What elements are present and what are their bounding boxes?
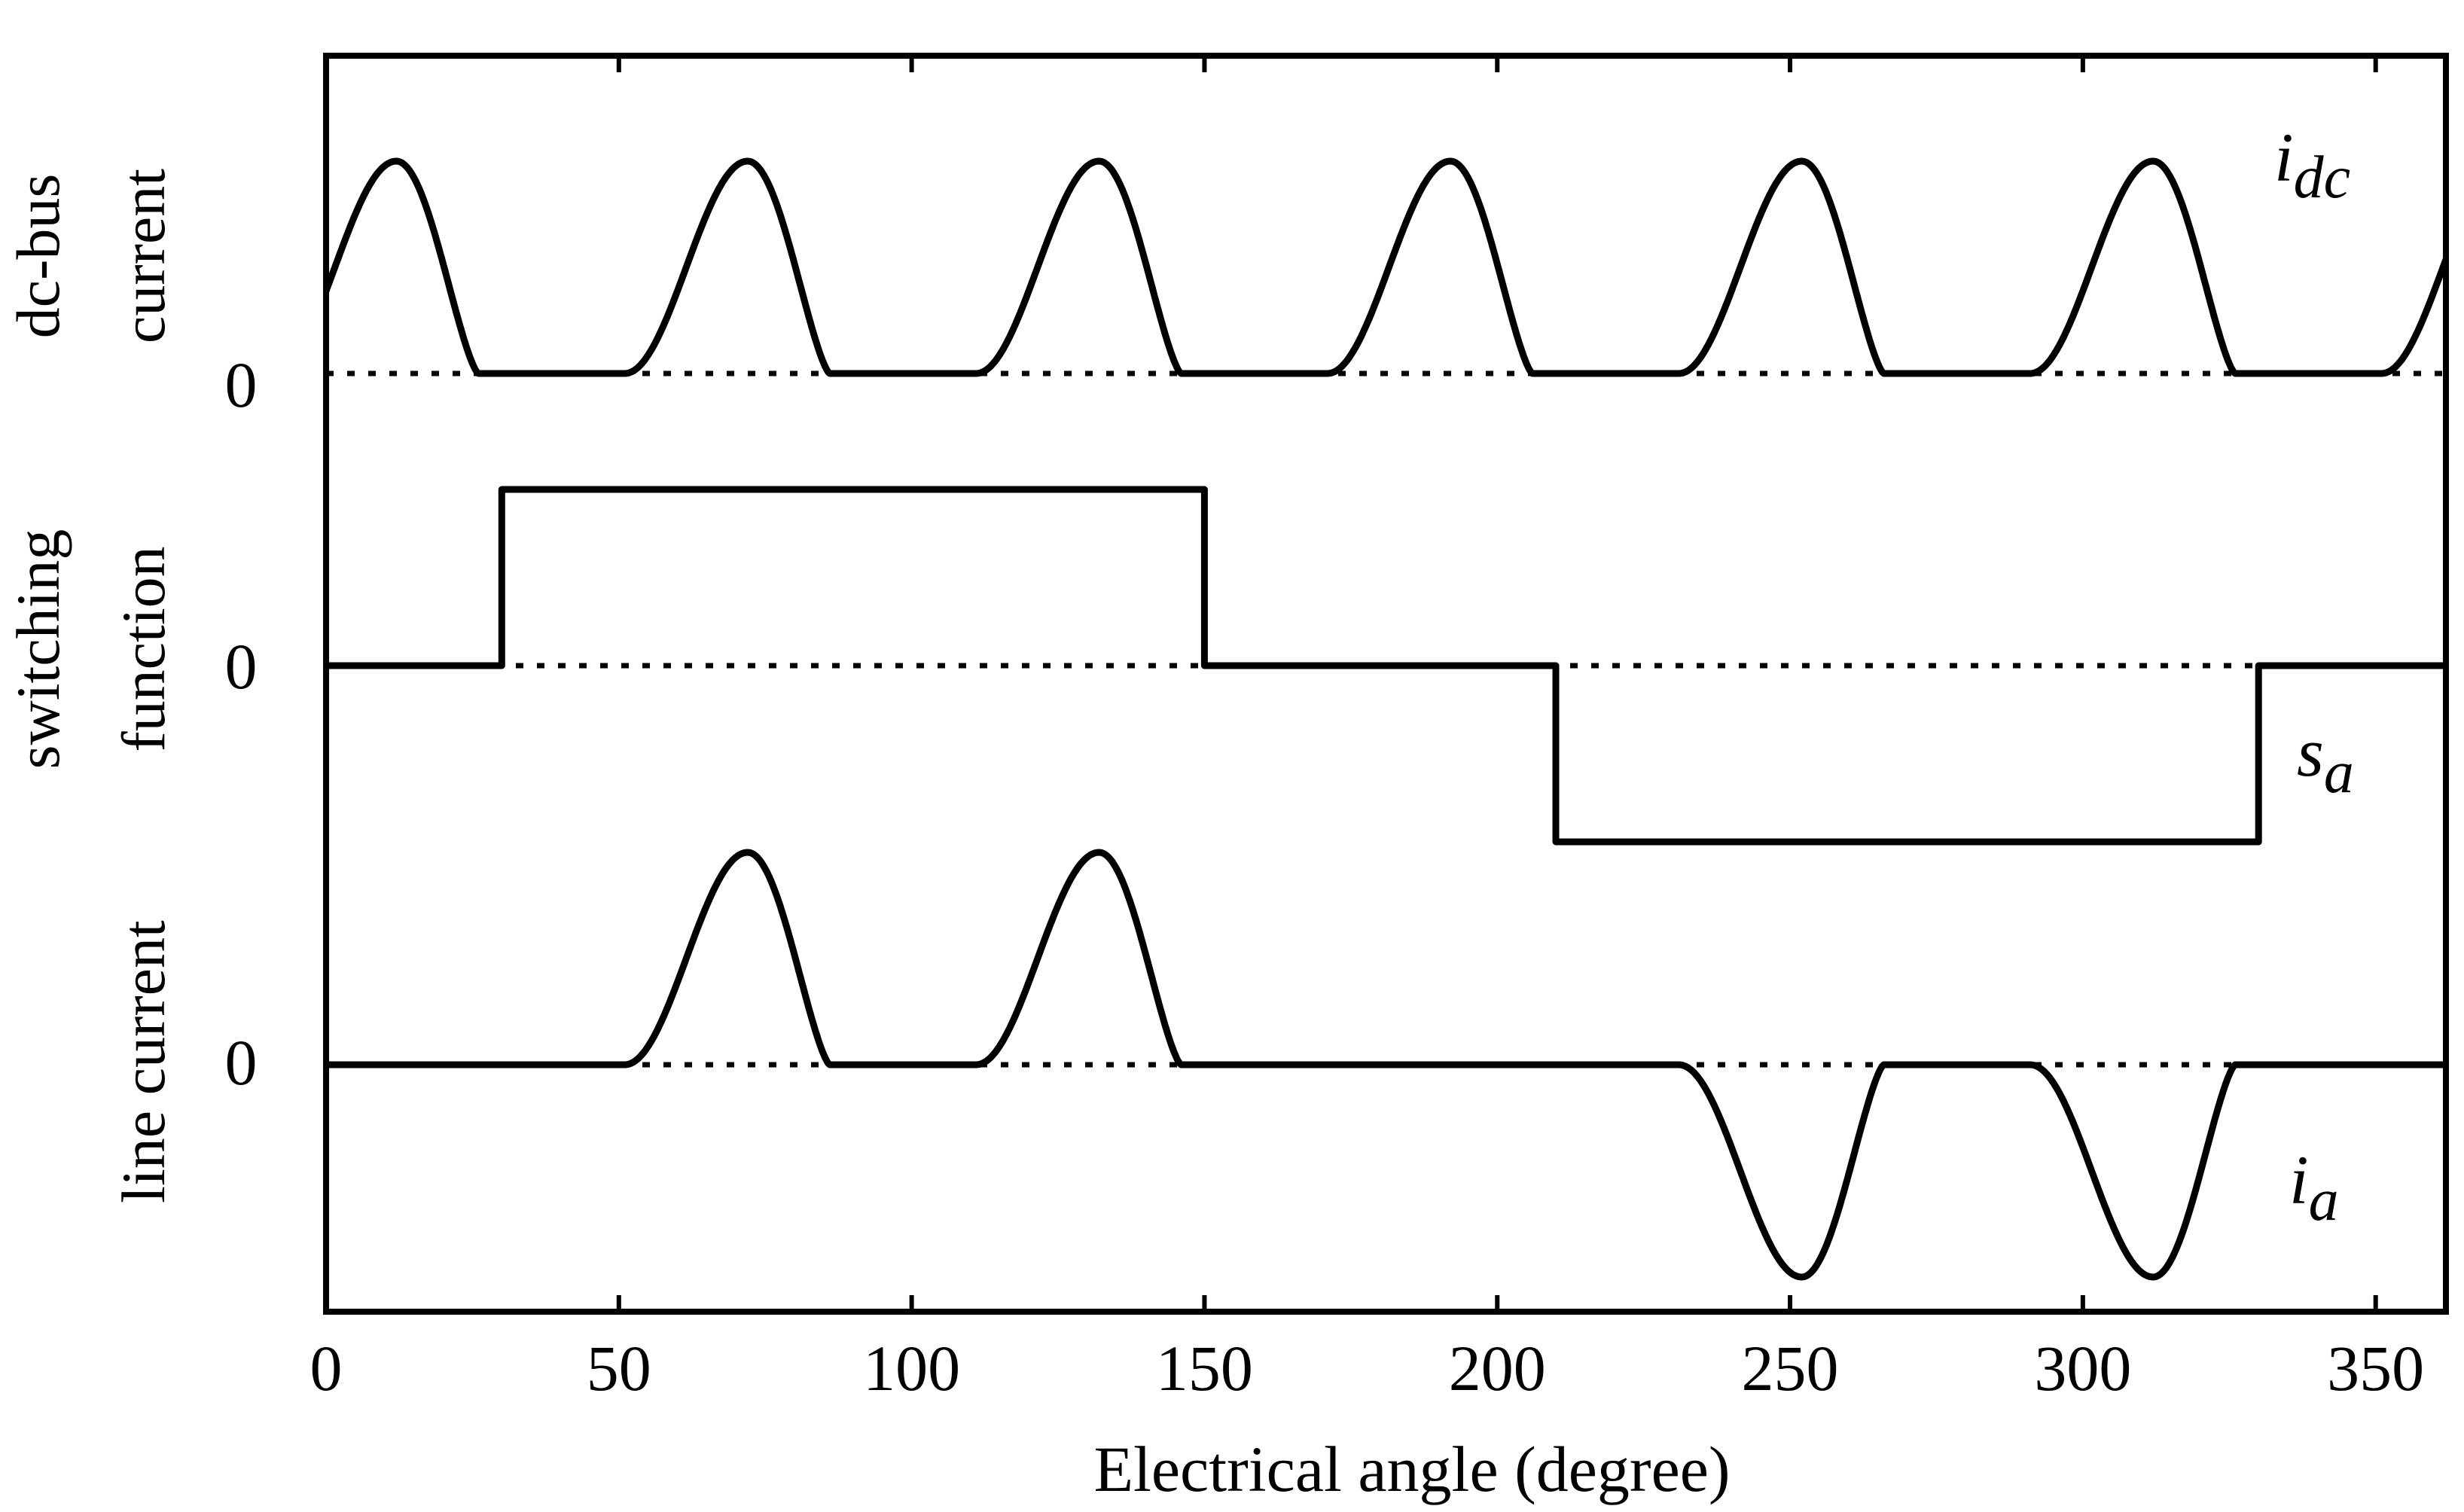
- sa-trace: [326, 486, 2446, 846]
- sa-series-label: sa: [2297, 714, 2354, 806]
- x-tick-label: 350: [2327, 1332, 2424, 1404]
- x-tick-label: 0: [310, 1332, 343, 1404]
- x-tick-label: 50: [587, 1332, 651, 1404]
- x-tick-label: 200: [1449, 1332, 1546, 1404]
- idc-sub: dc: [2294, 145, 2351, 211]
- ia-main: i: [2289, 1142, 2309, 1218]
- ia-sub: a: [2309, 1167, 2339, 1233]
- zero-lines: [326, 370, 2446, 1068]
- ia-series-label: ia: [2289, 1142, 2339, 1233]
- sw-zero-label: 0: [225, 630, 258, 703]
- line-zero-label: 0: [225, 1026, 258, 1099]
- idc-main: i: [2274, 119, 2294, 196]
- x-axis-label: Electrical angle (degree): [1093, 1433, 1730, 1505]
- ia-trace: [324, 849, 2448, 1281]
- sw-ylabel-line2: function: [109, 546, 178, 751]
- x-tick-label: 100: [863, 1332, 960, 1404]
- line-ylabel: line current: [109, 920, 178, 1203]
- x-tick-label: 150: [1156, 1332, 1253, 1404]
- idc-trace: [322, 157, 2450, 377]
- dc-ylabel-line2: current: [109, 169, 178, 343]
- x-tick-label: 300: [2034, 1332, 2131, 1404]
- sa-sub: a: [2324, 739, 2354, 806]
- sa-main: s: [2297, 714, 2324, 791]
- axes: [323, 53, 2449, 1315]
- idc-series-label: idc: [2274, 119, 2350, 211]
- x-tick-label: 250: [1742, 1332, 1839, 1404]
- series: [322, 157, 2450, 1281]
- x-ticks: 0 50 100 150 200 250 300 350: [310, 56, 2424, 1404]
- sw-ylabel-line1: switching: [4, 529, 72, 770]
- plot-frame: [323, 53, 2449, 1315]
- dc-ylabel-line1: dc-bus: [4, 174, 72, 339]
- dc-zero-label: 0: [225, 349, 258, 421]
